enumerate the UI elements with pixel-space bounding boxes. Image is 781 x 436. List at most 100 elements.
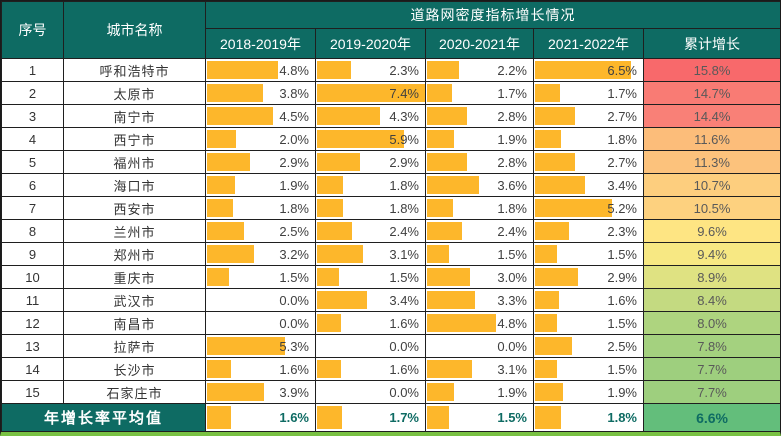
city-cell: 海口市	[63, 173, 206, 197]
databar	[207, 360, 231, 378]
city-cell: 兰州市	[63, 219, 206, 243]
value-cell: 7.4%	[315, 81, 426, 105]
value-label: 1.8%	[279, 200, 309, 216]
value-label: 4.5%	[279, 108, 309, 124]
databar	[317, 314, 341, 332]
seq-cell: 7	[1, 196, 64, 220]
databar	[535, 130, 562, 148]
value-label: 1.7%	[607, 85, 637, 101]
value-label: 1.5%	[389, 269, 419, 285]
value-cell: 2.3%	[533, 219, 644, 243]
table-row: 10 重庆市 1.5% 1.5% 3.0% 2.9% 8.9%	[1, 265, 780, 289]
city-cell: 西安市	[63, 196, 206, 220]
value-cell: 0.0%	[205, 311, 316, 335]
value-label: 4.3%	[389, 108, 419, 124]
value-label: 2.5%	[279, 223, 309, 239]
value-label: 2.3%	[607, 223, 637, 239]
table-row: 3 南宁市 4.5% 4.3% 2.8% 2.7% 14.4%	[1, 104, 780, 128]
value-label: 1.6%	[607, 292, 637, 308]
value-label: 1.5%	[607, 246, 637, 262]
value-label: 1.9%	[279, 177, 309, 193]
value-cell: 2.7%	[533, 150, 644, 174]
databar	[535, 360, 558, 378]
value-label: 2.7%	[607, 108, 637, 124]
value-cell: 3.4%	[533, 173, 644, 197]
city-cell: 拉萨市	[63, 334, 206, 358]
value-cell: 1.6%	[315, 357, 426, 381]
databar	[207, 84, 264, 102]
column-header-seq: 序号	[1, 1, 64, 59]
city-cell: 福州市	[63, 150, 206, 174]
table-footer: 年增长率平均值 1.6% 1.7% 1.5% 1.8% 6.6%	[1, 403, 780, 432]
value-label: 2.7%	[607, 154, 637, 170]
value-cell: 3.1%	[425, 357, 534, 381]
cumulative-cell: 8.9%	[642, 265, 780, 289]
city-cell: 武汉市	[63, 288, 206, 312]
cumulative-cell: 11.6%	[642, 127, 780, 151]
table-row: 9 郑州市 3.2% 3.1% 1.5% 1.5% 9.4%	[1, 242, 780, 266]
value-cell: 3.4%	[315, 288, 426, 312]
databar	[427, 84, 452, 102]
value-label: 2.0%	[279, 131, 309, 147]
value-cell: 1.5%	[425, 403, 534, 432]
databar	[317, 153, 360, 171]
databar	[535, 337, 572, 355]
databar	[535, 153, 575, 171]
value-cell: 2.9%	[533, 265, 644, 289]
city-cell: 郑州市	[63, 242, 206, 266]
value-label: 1.7%	[497, 85, 527, 101]
value-cell: 3.9%	[205, 380, 316, 404]
value-label: 2.5%	[607, 338, 637, 354]
table-row: 8 兰州市 2.5% 2.4% 2.4% 2.3% 9.6%	[1, 219, 780, 243]
databar	[535, 291, 559, 309]
value-cell: 1.8%	[533, 127, 644, 151]
value-label: 5.2%	[607, 200, 637, 216]
value-cell: 1.8%	[315, 173, 426, 197]
value-cell: 2.4%	[315, 219, 426, 243]
value-cell: 1.7%	[315, 403, 426, 432]
value-label: 1.8%	[389, 200, 419, 216]
value-cell: 1.8%	[533, 403, 644, 432]
value-label: 2.3%	[389, 62, 419, 78]
value-cell: 0.0%	[205, 288, 316, 312]
value-label: 1.6%	[279, 410, 309, 425]
value-label: 6.5%	[607, 62, 637, 78]
seq-cell: 14	[1, 357, 64, 381]
cumulative-cell: 7.7%	[642, 380, 780, 404]
cumulative-cell: 14.7%	[642, 81, 780, 105]
value-cell: 1.5%	[533, 357, 644, 381]
value-cell: 2.4%	[425, 219, 534, 243]
databar	[427, 245, 449, 263]
city-cell: 长沙市	[63, 357, 206, 381]
table-row: 1 呼和浩特市 4.8% 2.3% 2.2% 6.5% 15.8%	[1, 58, 780, 82]
city-cell: 西宁市	[63, 127, 206, 151]
databar	[207, 406, 231, 429]
average-row-label: 年增长率平均值	[1, 403, 206, 432]
value-cell: 3.3%	[425, 288, 534, 312]
column-header-year-2020-2021: 2020-2021年	[425, 28, 534, 59]
table-row: 15 石家庄市 3.9% 0.0% 1.9% 1.9% 7.7%	[1, 380, 780, 404]
city-cell: 南昌市	[63, 311, 206, 335]
value-cell: 2.8%	[425, 150, 534, 174]
value-cell: 1.9%	[205, 173, 316, 197]
databar	[207, 245, 255, 263]
databar	[427, 314, 497, 332]
value-cell: 2.9%	[315, 150, 426, 174]
cumulative-cell: 7.8%	[642, 334, 780, 358]
value-label: 0.0%	[497, 338, 527, 354]
value-cell: 3.1%	[315, 242, 426, 266]
cumulative-cell: 9.6%	[642, 219, 780, 243]
value-cell: 0.0%	[315, 380, 426, 404]
seq-cell: 11	[1, 288, 64, 312]
value-cell: 2.8%	[425, 104, 534, 128]
value-label: 1.5%	[607, 361, 637, 377]
value-label: 3.4%	[607, 177, 637, 193]
databar	[427, 360, 472, 378]
databar	[427, 107, 468, 125]
databar	[207, 222, 244, 240]
value-cell: 5.3%	[205, 334, 316, 358]
value-label: 1.6%	[389, 315, 419, 331]
table-title: 道路网密度指标增长情况	[204, 1, 780, 29]
databar	[535, 61, 631, 79]
